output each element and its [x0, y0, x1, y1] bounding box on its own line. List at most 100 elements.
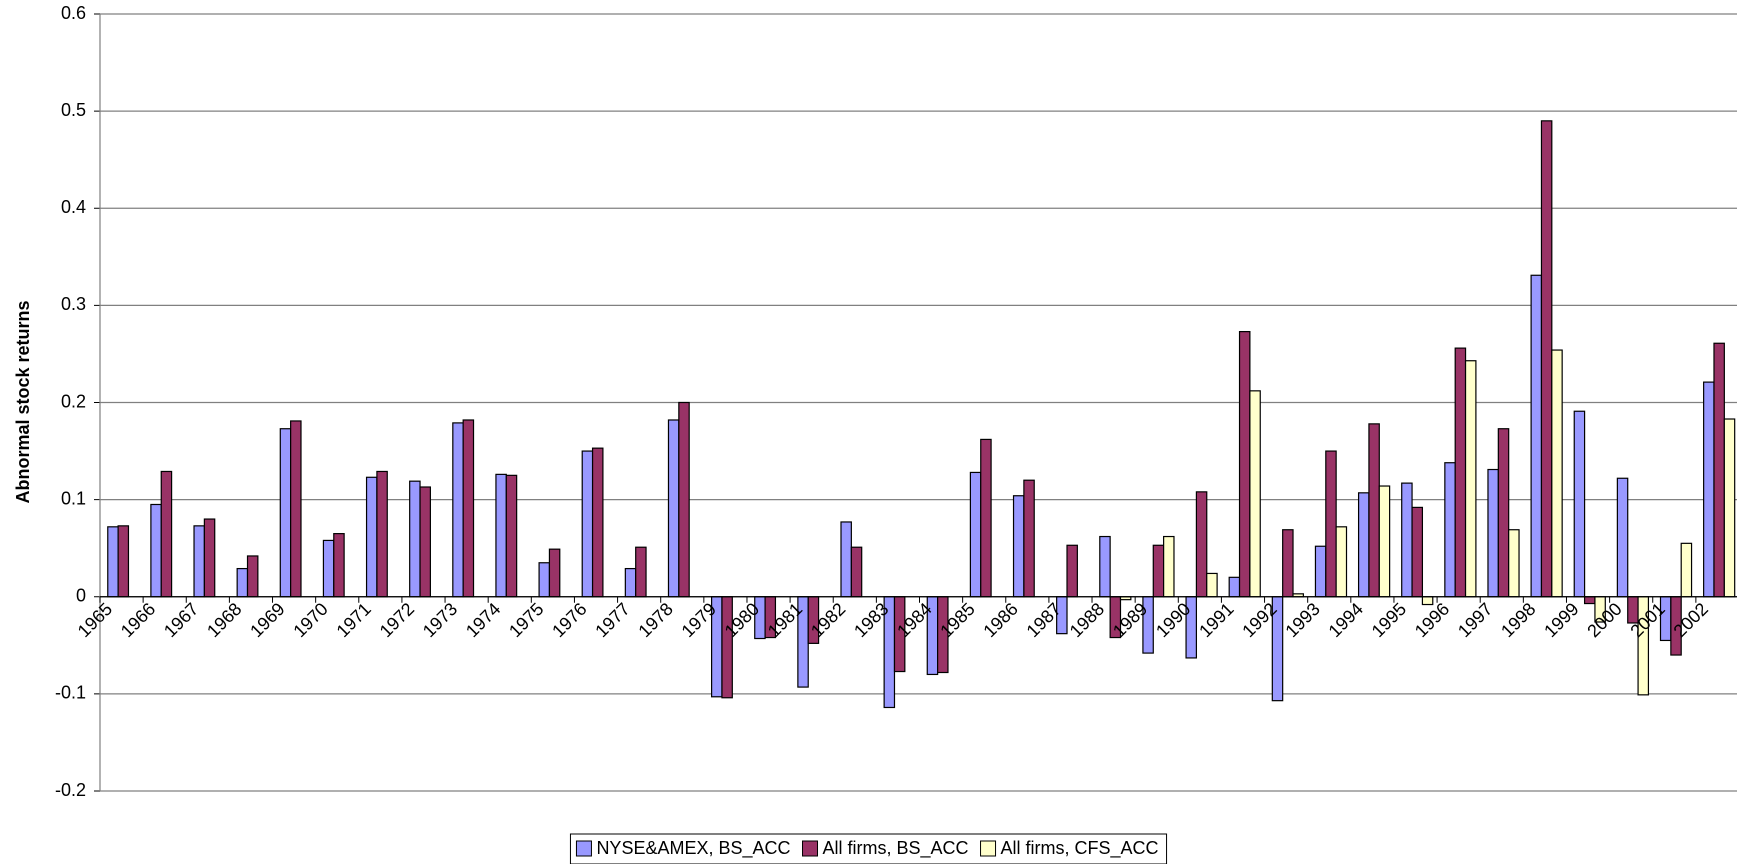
bar	[1099, 535, 1111, 598]
bar	[1508, 529, 1520, 598]
legend-box	[569, 833, 1168, 864]
bar	[1421, 596, 1434, 606]
bar	[591, 447, 604, 598]
bar	[1464, 360, 1477, 598]
bar	[1723, 418, 1736, 598]
x-tick-label: 1991	[1195, 599, 1237, 641]
y-tick-label: 0.3	[61, 294, 86, 314]
bar	[365, 476, 378, 598]
legend-swatch	[980, 840, 997, 857]
x-tick-label: 1999	[1540, 599, 1582, 641]
bar	[581, 450, 594, 598]
x-tick-label: 1971	[333, 599, 375, 641]
bar	[980, 438, 992, 598]
bar	[193, 525, 205, 598]
bar	[1163, 535, 1175, 598]
bar	[409, 480, 421, 598]
bar	[1378, 485, 1391, 598]
x-tick-label: 1988	[1066, 599, 1108, 641]
bar	[1238, 330, 1251, 598]
bar	[635, 546, 647, 598]
bar	[1401, 482, 1413, 598]
bar	[1530, 274, 1543, 598]
x-tick-label: 1968	[203, 599, 245, 641]
y-tick-label: 0.4	[61, 197, 86, 217]
x-tick-label: 1993	[1281, 599, 1323, 641]
bar	[1444, 462, 1456, 598]
bar	[1195, 491, 1208, 598]
x-tick-label: 1976	[548, 599, 590, 641]
bar	[1368, 423, 1380, 598]
bar	[1616, 477, 1629, 598]
x-tick-label: 1967	[160, 599, 202, 641]
x-tick-label: 1975	[505, 599, 547, 641]
bar	[1551, 349, 1563, 598]
x-tick-label: 1974	[462, 599, 504, 641]
bar	[1487, 468, 1499, 598]
bar	[376, 470, 388, 598]
bar	[203, 518, 216, 598]
bar	[1573, 410, 1586, 598]
y-tick-label: -0.1	[55, 683, 86, 703]
bar	[107, 526, 119, 598]
y-tick-label: 0.2	[61, 391, 86, 411]
bar	[333, 533, 345, 598]
y-tick-label: 0.6	[61, 3, 86, 23]
bar	[1249, 390, 1261, 598]
y-tick-label: 0	[76, 586, 86, 606]
x-tick-label: 1996	[1411, 599, 1453, 641]
legend-label: All firms, BS_ACC	[823, 838, 969, 859]
bar	[1357, 492, 1370, 598]
bar	[322, 539, 335, 598]
x-tick-label: 1994	[1325, 599, 1367, 641]
y-tick-label: 0.1	[61, 488, 86, 508]
legend: NYSE&AMEX, BS_ACC All firms, BS_ACC All fi…	[569, 833, 1168, 864]
bar	[840, 521, 852, 598]
bar	[419, 486, 431, 598]
x-tick-label: 1986	[979, 599, 1021, 641]
legend-swatch	[802, 840, 819, 857]
x-tick-label: 1972	[376, 599, 418, 641]
bar	[279, 428, 292, 598]
x-tick-label: 1997	[1454, 599, 1496, 641]
y-tick-label: 0.5	[61, 100, 86, 120]
bar	[1713, 342, 1725, 598]
legend-label: All firms, CFS_ACC	[1001, 838, 1159, 859]
x-tick-label: 1966	[117, 599, 159, 641]
x-tick-label: 1978	[634, 599, 676, 641]
bar	[1325, 450, 1337, 598]
legend-label: NYSE&AMEX, BS_ACC	[596, 838, 790, 859]
bar	[1454, 347, 1467, 598]
bar	[1335, 526, 1348, 598]
x-tick-label: 1970	[289, 599, 331, 641]
bar	[1012, 495, 1025, 598]
bar	[721, 596, 733, 699]
bar	[160, 470, 173, 598]
bar	[667, 419, 680, 598]
bar	[538, 562, 551, 598]
x-tick-label: 1977	[591, 599, 633, 641]
bar	[678, 401, 690, 598]
bar	[1314, 545, 1327, 598]
bar	[290, 420, 302, 598]
bar	[246, 555, 259, 598]
bar	[1282, 529, 1294, 598]
bar	[1680, 542, 1693, 598]
legend-swatch	[575, 840, 592, 857]
x-tick-label: 1998	[1497, 599, 1539, 641]
bar	[1066, 544, 1078, 598]
bar	[1228, 576, 1241, 598]
bar	[117, 525, 130, 598]
y-tick-label: -0.2	[55, 780, 86, 800]
x-tick-label: 2000	[1583, 599, 1625, 641]
x-tick-label: 1973	[419, 599, 461, 641]
bar	[452, 422, 464, 598]
bar	[495, 473, 507, 598]
bar	[150, 503, 162, 598]
bar	[1152, 544, 1165, 598]
bar	[548, 548, 561, 598]
bar	[1023, 479, 1035, 598]
y-axis-label: Abnormal stock returns	[13, 300, 33, 503]
bar	[1583, 596, 1596, 605]
bar	[1703, 381, 1715, 598]
